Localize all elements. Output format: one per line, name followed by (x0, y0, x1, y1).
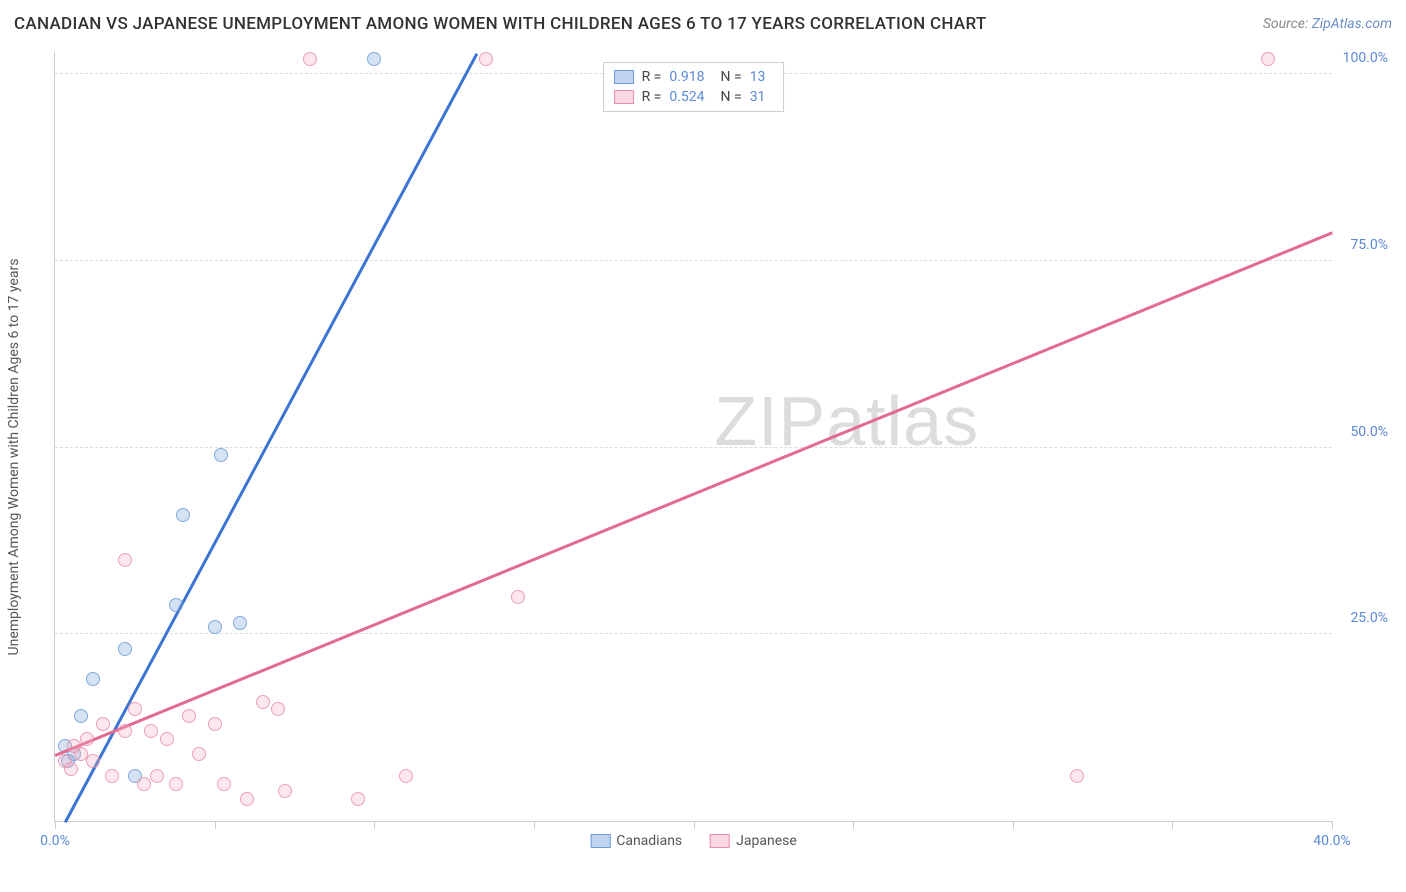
legend-row-canadians: R = 0.918 N = 13 (614, 67, 774, 87)
series-legend: Canadians Japanese (590, 833, 797, 849)
x-tick (215, 821, 216, 829)
data-point (80, 732, 94, 746)
data-point (240, 792, 254, 806)
data-point (1070, 769, 1084, 783)
data-point (169, 777, 183, 791)
data-point (192, 747, 206, 761)
data-point (150, 769, 164, 783)
data-point (176, 508, 190, 522)
data-point (74, 709, 88, 723)
gridline (55, 447, 1332, 448)
chart-container: Unemployment Among Women with Children A… (54, 52, 1392, 862)
y-tick-label: 50.0% (1350, 424, 1388, 440)
y-axis-label: Unemployment Among Women with Children A… (6, 259, 22, 656)
swatch-blue-icon (614, 70, 634, 84)
data-point (217, 777, 231, 791)
data-point (208, 717, 222, 731)
trend-line-canadians (63, 53, 477, 823)
data-point (137, 777, 151, 791)
watermark-atlas: atlas (826, 382, 979, 460)
plot-area: ZIPatlas R = 0.918 N = 13 R = 0.524 N = … (54, 52, 1332, 822)
gridline (55, 633, 1332, 634)
data-point (271, 702, 285, 716)
data-point (182, 709, 196, 723)
data-point (479, 52, 493, 66)
data-point (399, 769, 413, 783)
data-point (86, 672, 100, 686)
trend-line-japanese (55, 231, 1333, 756)
data-point (118, 724, 132, 738)
n-value-japanese: 31 (750, 89, 766, 105)
data-point (64, 762, 78, 776)
x-tick-label: 40.0% (1313, 833, 1351, 849)
swatch-pink-icon (710, 834, 730, 848)
x-tick (534, 821, 535, 829)
data-point (86, 754, 100, 768)
correlation-legend: R = 0.918 N = 13 R = 0.524 N = 31 (603, 62, 785, 112)
data-point (303, 52, 317, 66)
source-attribution: Source: ZipAtlas.com (1263, 16, 1392, 32)
data-point (96, 717, 110, 731)
x-tick (694, 821, 695, 829)
data-point (208, 620, 222, 634)
chart-title: CANADIAN VS JAPANESE UNEMPLOYMENT AMONG … (14, 14, 987, 34)
x-tick (374, 821, 375, 829)
data-point (128, 702, 142, 716)
data-point (256, 695, 270, 709)
swatch-pink-icon (614, 90, 634, 104)
gridline (55, 260, 1332, 261)
source-link[interactable]: ZipAtlas.com (1312, 16, 1392, 32)
data-point (144, 724, 158, 738)
y-tick-label: 100.0% (1343, 50, 1388, 66)
data-point (511, 590, 525, 604)
y-tick-label: 25.0% (1350, 610, 1388, 626)
data-point (169, 598, 183, 612)
r-label: R = (642, 89, 662, 105)
legend-label: Canadians (616, 833, 682, 849)
source-label: Source: (1263, 16, 1308, 32)
legend-item-japanese: Japanese (710, 833, 797, 849)
data-point (367, 52, 381, 66)
x-tick (853, 821, 854, 829)
data-point (278, 784, 292, 798)
n-label: N = (721, 89, 742, 105)
x-tick (1332, 821, 1333, 829)
r-value-canadians: 0.918 (669, 69, 704, 85)
y-tick-label: 75.0% (1350, 237, 1388, 253)
legend-label: Japanese (736, 833, 797, 849)
r-label: R = (642, 69, 662, 85)
data-point (233, 616, 247, 630)
data-point (1261, 52, 1275, 66)
data-point (160, 732, 174, 746)
r-value-japanese: 0.524 (669, 89, 704, 105)
x-tick (55, 821, 56, 829)
watermark-zip: ZIP (714, 382, 826, 460)
title-bar: CANADIAN VS JAPANESE UNEMPLOYMENT AMONG … (14, 14, 1392, 34)
x-tick (1172, 821, 1173, 829)
data-point (351, 792, 365, 806)
data-point (105, 769, 119, 783)
x-tick (1013, 821, 1014, 829)
data-point (214, 448, 228, 462)
n-value-canadians: 13 (750, 69, 766, 85)
n-label: N = (721, 69, 742, 85)
data-point (118, 642, 132, 656)
data-point (74, 747, 88, 761)
legend-item-canadians: Canadians (590, 833, 682, 849)
x-tick-label: 0.0% (40, 833, 70, 849)
data-point (118, 553, 132, 567)
swatch-blue-icon (590, 834, 610, 848)
legend-row-japanese: R = 0.524 N = 31 (614, 87, 774, 107)
